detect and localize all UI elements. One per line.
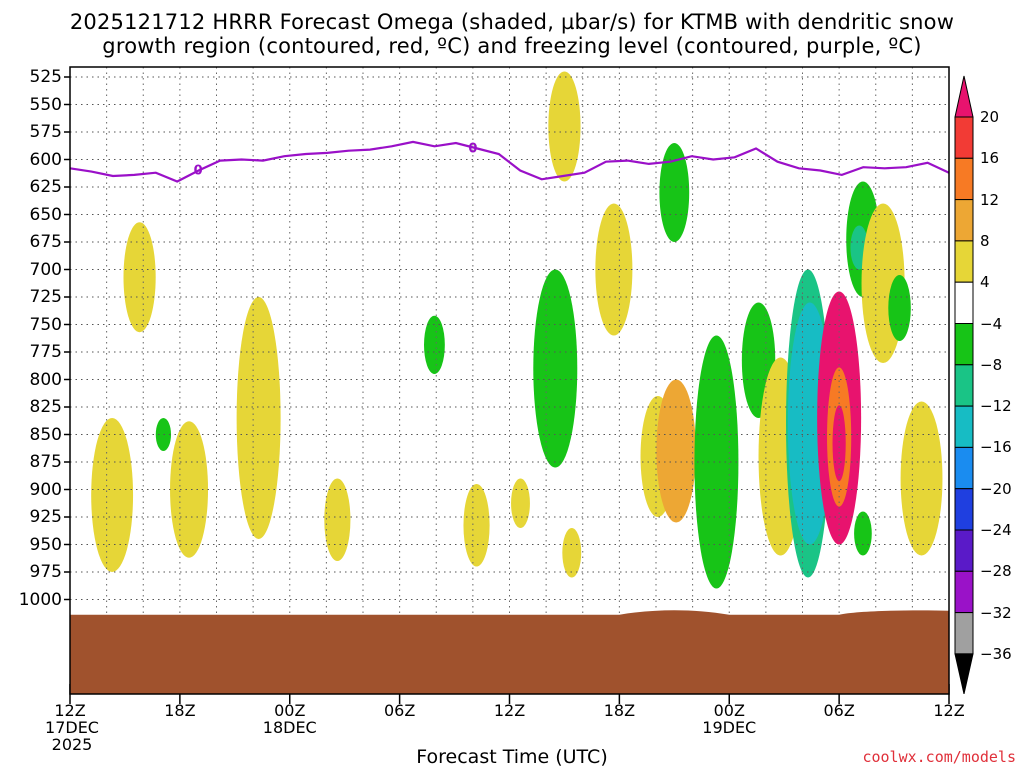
y-tick-label: 625 [29,177,62,197]
omega-region-15 [659,143,690,242]
omega-region-6 [424,315,445,374]
omega-region-4 [236,297,281,539]
colorbar-label: −32 [980,603,1012,622]
omega-region-1 [91,418,134,572]
x-tick-label-line3: 2025 [51,735,93,754]
x-tick-label-line1: 00Z [274,701,306,720]
colorbar-label: 12 [980,190,1000,209]
y-tick-label: 575 [29,122,62,142]
freezing-level-label-1: 0 [468,142,477,157]
y-tick-label: 950 [29,534,62,555]
colorbar-swatch-11 [954,529,974,572]
omega-region-11 [562,528,582,578]
y-tick-label: 750 [29,314,62,335]
x-tick-label-line1: 12Z [54,701,86,720]
y-tick-label: 775 [29,342,62,362]
y-tick-label: 975 [29,562,62,582]
colorbar-swatch-8 [954,405,974,448]
omega-region-16 [694,335,739,589]
chart-title-line-2: growth region (contoured, red, ºC) and f… [102,34,922,58]
omega-region-7 [463,484,490,567]
colorbar-label: −4 [980,314,1003,333]
colorbar-swatch-12 [954,570,974,614]
colorbar-label: 20 [980,108,1000,126]
omega-region-9 [548,71,581,182]
colorbar-label: 4 [980,273,990,292]
x-tick-label-line1: 12Z [933,701,965,720]
x-tick-label-line2: 17DEC [45,718,99,737]
colorbar-swatch-6 [954,323,974,366]
y-tick-label: 700 [29,259,62,280]
y-tick-label: 550 [29,94,62,115]
y-tick-label: 675 [29,232,62,252]
colorbar-swatch-4 [954,240,974,283]
omega-region-14 [656,379,696,523]
colorbar-swatch-7 [954,364,974,407]
colorbar-swatch-2 [954,157,974,201]
y-tick-label: 1000 [18,589,62,610]
credit-text[interactable]: coolwx.com/models [862,748,1016,766]
plot-frame [69,66,950,695]
colorbar-label: 8 [980,231,990,250]
colorbar-label: 16 [980,149,1000,168]
colorbar-label: −28 [980,562,1012,581]
y-tick-label: 525 [29,67,62,87]
y-tick-label: 600 [29,149,62,170]
colorbar-swatch-3 [954,199,974,242]
ground-terrain [70,610,949,694]
x-tick-label-line2: 19DEC [702,718,757,737]
y-tick-label: 925 [29,507,62,527]
x-tick-label-line1: 18Z [164,701,196,720]
x-tick-label-line1: 06Z [823,701,855,720]
omega-region-26 [888,275,911,341]
omega-region-24 [854,511,872,556]
colorbar-swatch-13 [954,612,974,655]
omega-region-10 [533,269,578,468]
colorbar-top-arrow [954,75,974,118]
omega-region-27 [900,401,943,556]
y-tick-label: 900 [29,479,62,500]
x-axis-title: Forecast Time (UTC) [416,746,608,768]
y-tick-label: 650 [29,204,62,225]
x-tick-label-line1: 00Z [713,701,745,720]
y-tick-label: 800 [29,369,62,390]
colorbar-label: −36 [980,644,1012,663]
colorbar-label: −12 [980,397,1012,416]
colorbar-swatch-1 [954,116,974,159]
colorbar-label: −20 [980,479,1012,498]
chart-title-line-1: 2025121712 HRRR Forecast Omega (shaded, … [69,10,955,34]
colorbar-label: −24 [980,521,1012,539]
x-tick-label-line1: 18Z [603,701,636,720]
colorbar-swatch-9 [954,446,974,490]
omega-region-2 [155,418,172,451]
y-tick-label: 825 [29,397,62,417]
x-tick-label-line1: 06Z [383,701,416,720]
y-tick-label: 850 [29,424,62,445]
y-tick-label: 725 [29,287,62,307]
omega-region-5 [324,478,351,561]
colorbar-swatch-5 [954,281,974,325]
omega-region-8 [511,478,530,528]
freezing-level-label-0: 0 [194,164,203,179]
y-tick-label: 875 [29,452,62,472]
x-tick-label-line1: 12Z [493,701,526,720]
colorbar-swatch-10 [954,488,974,531]
x-tick-label-line2: 18DEC [262,718,317,737]
colorbar-label: −8 [980,355,1003,374]
freezing-level-line [69,140,950,183]
colorbar-label: −16 [980,438,1012,457]
omega-region-0 [123,222,156,333]
colorbar-bottom-arrow [954,653,974,695]
omega-region-12 [595,203,633,336]
